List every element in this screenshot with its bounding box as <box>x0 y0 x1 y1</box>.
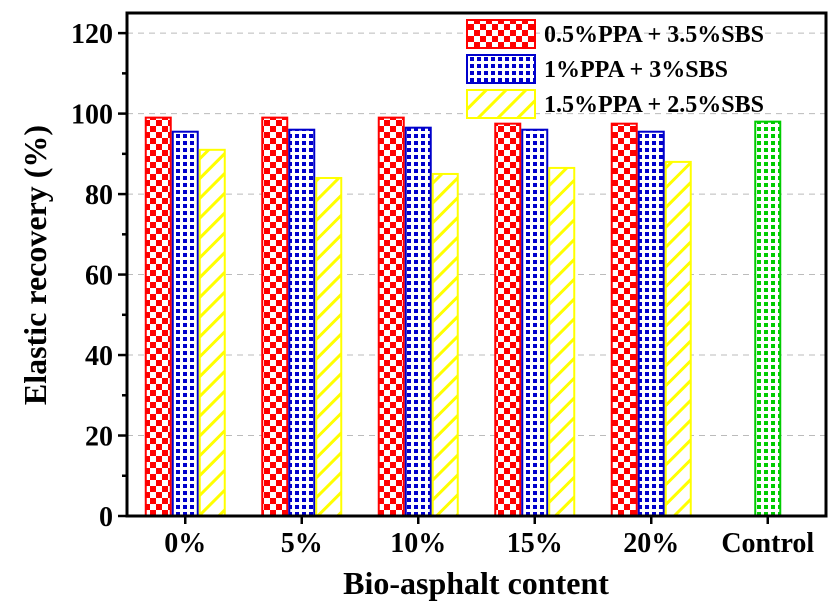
y-tick-label: 60 <box>85 261 113 292</box>
bar-5%-series-2 <box>288 128 316 517</box>
legend-swatch <box>466 19 536 49</box>
y-tick-label: 100 <box>71 100 113 131</box>
bar-20%-series-3 <box>664 160 692 517</box>
x-axis-title: Bio-asphalt content <box>343 565 609 601</box>
x-tick-label: 20% <box>623 528 679 559</box>
bar-10%-series-1 <box>377 116 405 518</box>
x-tick-label: 0% <box>164 528 206 559</box>
bar-10%-series-3 <box>431 172 459 518</box>
bar-5%-series-1 <box>261 116 289 518</box>
y-tick-label: 40 <box>85 341 113 372</box>
bar-15%-series-2 <box>521 128 549 517</box>
axes: 0% 5% 10% 15% 20% Control 0 20 40 60 80 100 120 <box>71 11 828 559</box>
bar-0%-series-2 <box>171 130 199 517</box>
bar-0%-series-3 <box>198 148 226 517</box>
legend-label: 1%PPA + 3%SBS <box>544 57 728 83</box>
bar-Control-series-4 <box>754 120 782 517</box>
y-tick-label: 0 <box>99 502 113 533</box>
y-tick-label: 120 <box>71 19 113 50</box>
bar-15%-series-3 <box>548 166 576 517</box>
bar-10%-series-2 <box>404 126 432 518</box>
x-tick-label: 5% <box>281 528 323 559</box>
bar-0%-series-1 <box>144 116 172 518</box>
legend-label: 0.5%PPA + 3.5%SBS <box>544 22 764 48</box>
x-tick-label: Control <box>721 528 814 559</box>
bar-20%-series-1 <box>610 122 638 517</box>
x-tick-label: 15% <box>507 528 563 559</box>
y-tick-label: 80 <box>85 180 113 211</box>
legend-swatch <box>466 54 536 84</box>
y-tick-label: 20 <box>85 422 113 453</box>
x-tick-label: 10% <box>390 528 446 559</box>
bars <box>144 116 782 518</box>
bar-20%-series-2 <box>637 130 665 517</box>
legend: 0.5%PPA + 3.5%SBS 1%PPA + 3%SBS 1.5%PPA + … <box>466 19 764 119</box>
legend-swatch <box>466 89 536 119</box>
bar-5%-series-3 <box>315 176 343 517</box>
bar-15%-series-1 <box>494 122 522 517</box>
plot-frame <box>125 11 828 518</box>
y-axis-title: Elastic recovery (%) <box>17 125 53 405</box>
legend-label: 1.5%PPA + 2.5%SBS <box>544 92 764 118</box>
